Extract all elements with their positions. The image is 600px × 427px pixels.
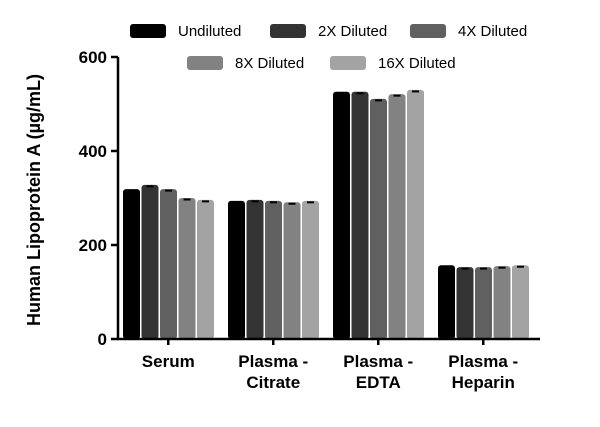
x-tick-label: Plasma - — [448, 352, 518, 371]
bar — [493, 266, 511, 339]
bar — [123, 189, 140, 339]
bar — [475, 267, 492, 339]
legend-label: 2X Diluted — [318, 23, 387, 40]
legend-swatch — [187, 56, 223, 70]
bar — [302, 200, 319, 339]
bar — [407, 89, 424, 340]
y-axis-label: Human Lipoprotein A (µg/mL) — [24, 74, 44, 326]
bar — [351, 91, 369, 339]
legend-label: 16X Diluted — [378, 55, 456, 72]
x-tick-label: Serum — [142, 352, 195, 371]
x-tick-label: Citrate — [246, 373, 300, 392]
bar — [160, 189, 177, 339]
x-tick-label: Plasma - — [343, 352, 413, 371]
legend-swatch — [330, 56, 366, 70]
bar — [456, 267, 474, 339]
bar — [197, 199, 214, 339]
bar — [265, 200, 282, 339]
legend-swatch — [130, 24, 166, 38]
bar — [141, 184, 159, 339]
legend-label: 4X Diluted — [458, 23, 527, 40]
bar — [178, 198, 196, 339]
y-tick-label: 0 — [98, 330, 107, 349]
legend-label: 8X Diluted — [235, 55, 304, 72]
bar — [228, 200, 245, 339]
x-tick-label: Plasma - — [238, 352, 308, 371]
legend-label: Undiluted — [178, 23, 241, 40]
legend-swatch — [270, 24, 306, 38]
bar — [370, 98, 387, 339]
y-tick-label: 400 — [79, 142, 107, 161]
y-tick-label: 600 — [79, 48, 107, 67]
bar — [512, 265, 529, 339]
legend: Undiluted 2X Diluted 4X Diluted 8X Diluted 1… — [130, 23, 527, 72]
bar — [333, 91, 350, 339]
x-tick-label: Heparin — [452, 373, 515, 392]
bar — [438, 265, 455, 339]
bar — [283, 202, 301, 339]
x-tick-label: EDTA — [356, 373, 401, 392]
bar — [246, 199, 264, 339]
bar — [388, 94, 406, 339]
legend-swatch — [410, 24, 446, 38]
y-tick-label: 200 — [79, 236, 107, 255]
